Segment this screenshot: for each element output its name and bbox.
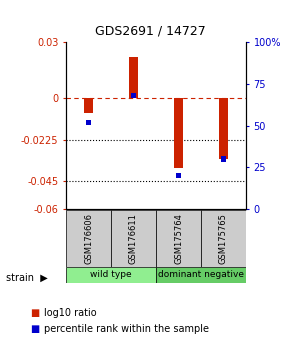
Text: log10 ratio: log10 ratio bbox=[44, 308, 96, 318]
Text: strain  ▶: strain ▶ bbox=[6, 273, 48, 283]
Bar bbox=[201, 210, 246, 267]
Text: GSM175765: GSM175765 bbox=[219, 213, 228, 264]
Bar bbox=[66, 210, 111, 267]
Bar bbox=[175, 98, 182, 168]
Text: percentile rank within the sample: percentile rank within the sample bbox=[44, 324, 208, 334]
Text: ■: ■ bbox=[30, 308, 39, 318]
Bar bbox=[220, 98, 227, 159]
Text: GSM175764: GSM175764 bbox=[174, 213, 183, 264]
Text: GSM176611: GSM176611 bbox=[129, 213, 138, 264]
Bar bbox=[221, 156, 226, 162]
Bar bbox=[176, 173, 181, 178]
Bar bbox=[130, 57, 137, 98]
Bar bbox=[66, 267, 156, 283]
Text: GDS2691 / 14727: GDS2691 / 14727 bbox=[94, 24, 206, 37]
Text: wild type: wild type bbox=[90, 270, 132, 279]
Bar bbox=[86, 120, 91, 125]
Bar bbox=[156, 210, 201, 267]
Bar bbox=[111, 210, 156, 267]
Text: ■: ■ bbox=[30, 324, 39, 334]
Bar bbox=[131, 93, 136, 98]
Bar bbox=[156, 267, 246, 283]
Bar bbox=[85, 98, 92, 113]
Text: dominant negative: dominant negative bbox=[158, 270, 244, 279]
Text: GSM176606: GSM176606 bbox=[84, 213, 93, 264]
